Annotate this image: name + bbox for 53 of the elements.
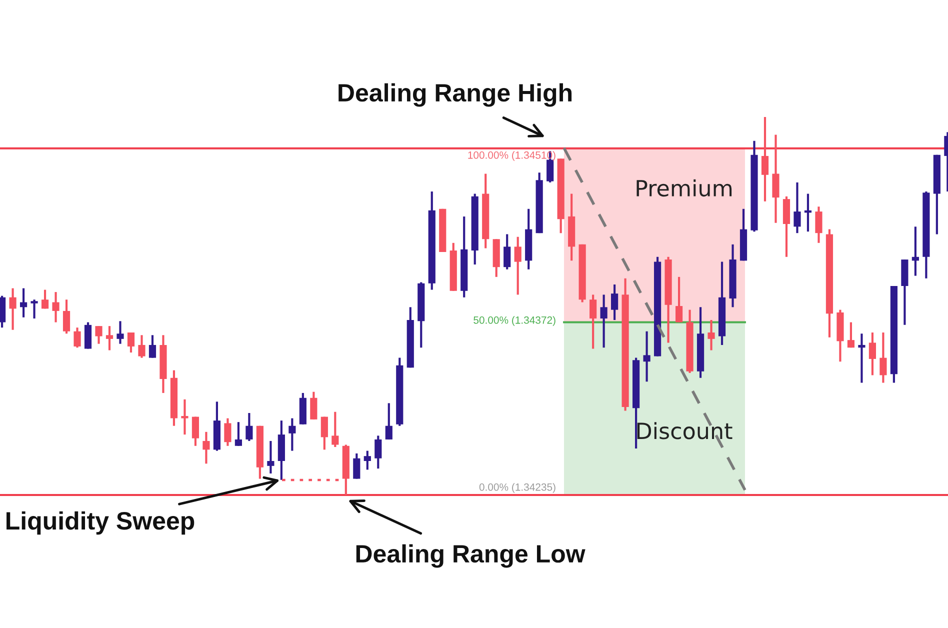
candlestick bbox=[611, 283, 618, 322]
candlestick bbox=[643, 330, 650, 383]
text: Liquidity Sweep bbox=[6, 511, 194, 535]
candlestick bbox=[224, 417, 232, 447]
candlestick bbox=[310, 390, 318, 420]
candlestick bbox=[202, 430, 210, 465]
candlestick bbox=[41, 288, 49, 310]
candlestick bbox=[772, 134, 780, 224]
candlestick bbox=[30, 298, 38, 320]
candlestick bbox=[234, 421, 242, 447]
candlestick bbox=[20, 287, 28, 318]
candlestick bbox=[504, 233, 511, 270]
band-label: Premium bbox=[636, 179, 732, 197]
annotation: 50.00% (1.34372) bbox=[474, 316, 556, 326]
candlestick bbox=[74, 326, 81, 349]
candlestick bbox=[815, 206, 822, 244]
text: Dealing Range Low bbox=[356, 544, 586, 568]
candlestick bbox=[675, 276, 683, 324]
candlestick bbox=[288, 417, 296, 452]
candlestick bbox=[847, 321, 855, 349]
candlestick bbox=[9, 287, 16, 331]
candlestick bbox=[514, 236, 522, 296]
candlestick bbox=[267, 440, 274, 475]
candlestick bbox=[364, 450, 371, 471]
candlestick bbox=[95, 325, 102, 345]
candlestick bbox=[912, 226, 919, 277]
candlestick bbox=[374, 434, 382, 470]
candlestick bbox=[600, 294, 608, 349]
candlestick bbox=[332, 410, 339, 448]
band-label: Discount bbox=[637, 422, 732, 440]
candlestick bbox=[880, 331, 887, 384]
candlestick bbox=[708, 318, 715, 352]
candlestick bbox=[62, 298, 70, 335]
candlestick bbox=[794, 181, 801, 234]
candlestick bbox=[246, 412, 253, 442]
candlestick bbox=[385, 402, 392, 440]
candlestick bbox=[868, 331, 876, 376]
annotation: 0.00% (1.34235) bbox=[479, 483, 556, 493]
candlestick bbox=[84, 321, 92, 350]
candlestick bbox=[320, 416, 328, 451]
candlestick bbox=[116, 320, 124, 345]
candlestick bbox=[106, 325, 114, 352]
candlestick bbox=[858, 332, 866, 384]
candlestick bbox=[181, 398, 188, 436]
candlestick bbox=[138, 334, 146, 359]
candlestick bbox=[353, 452, 360, 480]
text: Dealing Range High bbox=[338, 83, 572, 107]
candlestick bbox=[761, 116, 769, 202]
candlestick bbox=[148, 334, 156, 359]
candlestick bbox=[52, 290, 60, 324]
candlestick bbox=[590, 294, 597, 350]
candlestick bbox=[192, 416, 200, 447]
candlestick bbox=[127, 331, 135, 354]
